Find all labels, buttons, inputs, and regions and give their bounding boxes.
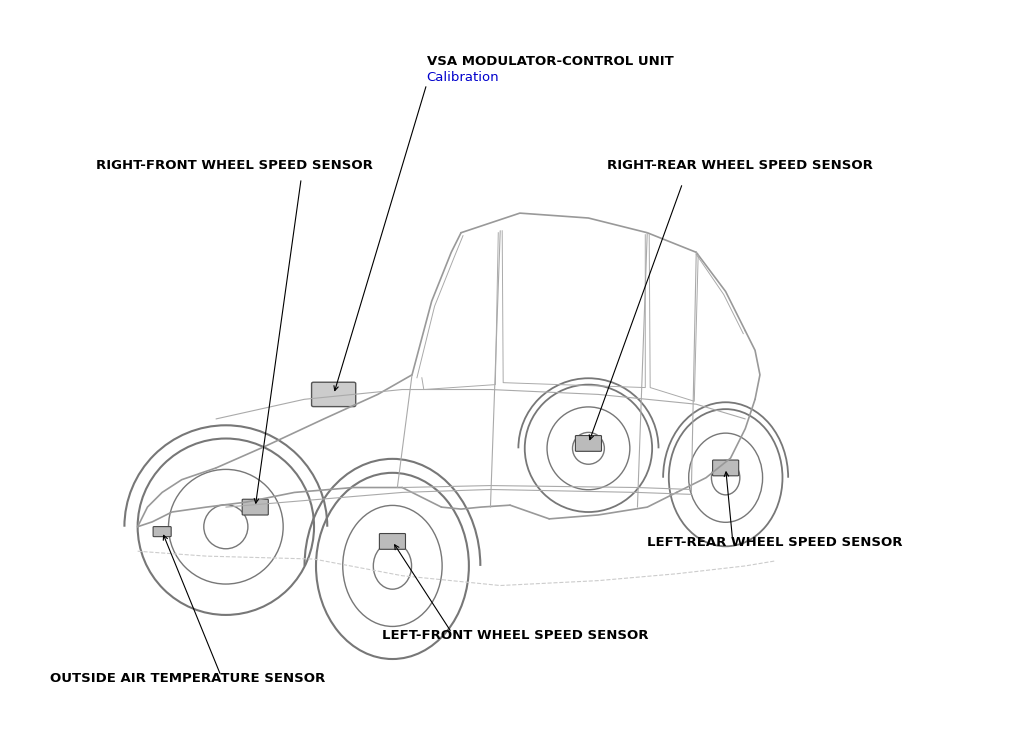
Text: LEFT-FRONT WHEEL SPEED SENSOR: LEFT-FRONT WHEEL SPEED SENSOR xyxy=(382,630,648,642)
FancyBboxPatch shape xyxy=(243,499,268,515)
FancyBboxPatch shape xyxy=(154,526,171,537)
FancyBboxPatch shape xyxy=(380,534,406,549)
Text: OUTSIDE AIR TEMPERATURE SENSOR: OUTSIDE AIR TEMPERATURE SENSOR xyxy=(50,672,326,685)
FancyBboxPatch shape xyxy=(713,460,738,476)
FancyBboxPatch shape xyxy=(311,382,355,406)
Text: LEFT-REAR WHEEL SPEED SENSOR: LEFT-REAR WHEEL SPEED SENSOR xyxy=(647,536,903,549)
Text: RIGHT-REAR WHEEL SPEED SENSOR: RIGHT-REAR WHEEL SPEED SENSOR xyxy=(607,160,873,172)
Text: Calibration: Calibration xyxy=(427,71,500,84)
FancyBboxPatch shape xyxy=(575,436,601,452)
Text: RIGHT-FRONT WHEEL SPEED SENSOR: RIGHT-FRONT WHEEL SPEED SENSOR xyxy=(95,160,373,172)
Text: VSA MODULATOR-CONTROL UNIT: VSA MODULATOR-CONTROL UNIT xyxy=(427,56,674,68)
